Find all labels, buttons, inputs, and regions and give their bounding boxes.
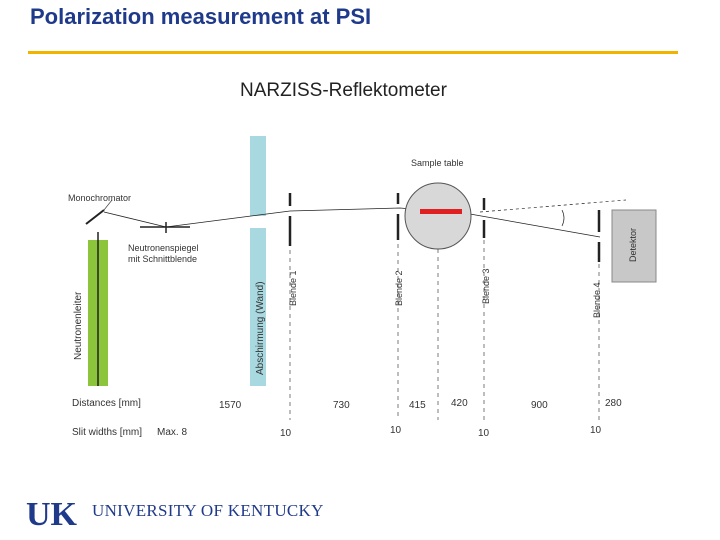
shielding-label: Abschirmung (Wand)	[255, 281, 266, 375]
distances-label: Distances [mm]	[72, 398, 141, 409]
slit-width-value: 10	[590, 425, 602, 436]
distance-value: 900	[531, 400, 548, 411]
blende-1-label: Blende 1	[288, 270, 298, 306]
shielding-wall-top	[250, 136, 266, 216]
distance-value: 1570	[219, 400, 242, 411]
scattering-angle-arc	[561, 209, 565, 227]
slide-title: Polarization measurement at PSI	[30, 4, 372, 29]
university-name: UNIVERSITY OF KENTUCKY	[92, 501, 324, 520]
distance-value: 730	[333, 400, 350, 411]
slit-width-value: 10	[280, 428, 292, 439]
sample-table	[404, 182, 472, 250]
blende-2-label: Blende 2	[394, 270, 404, 306]
beam-path	[103, 207, 601, 238]
detector-label: Detektor	[628, 228, 638, 262]
neutron-mirror-label-2: mit Schnittblende	[128, 254, 197, 264]
blende-3-label: Blende 3	[481, 268, 491, 304]
beam-divergence-upper	[479, 199, 627, 213]
neutron-guide-label: Neutronenleiter	[73, 291, 84, 360]
shielding-wall-bottom	[250, 228, 266, 386]
monochromator-crystal	[85, 209, 105, 225]
distance-value: 420	[451, 398, 468, 409]
slit-width-value: 10	[478, 428, 490, 439]
position-markers	[289, 240, 600, 420]
slit-width-value: Max. 8	[157, 427, 187, 438]
slit-width-value: 10	[390, 425, 402, 436]
slit-widths-label: Slit widths [mm]	[72, 427, 142, 438]
diagram-title: NARZISS-Reflektometer	[240, 80, 448, 101]
distance-value: 280	[605, 398, 622, 409]
blende-4-label: Blende 4	[592, 282, 602, 318]
uk-logo: UK	[26, 496, 78, 530]
sample-table-label: Sample table	[411, 158, 464, 168]
monochromator-pointer	[103, 199, 113, 211]
sample	[420, 209, 462, 214]
uk-logo-text: UK	[26, 496, 78, 530]
neutron-mirror-label-1: Neutronenspiegel	[128, 243, 199, 253]
monochromator-label: Monochromator	[68, 193, 131, 203]
distance-value: 415	[409, 400, 426, 411]
detector	[611, 209, 657, 283]
title-divider	[28, 51, 678, 54]
